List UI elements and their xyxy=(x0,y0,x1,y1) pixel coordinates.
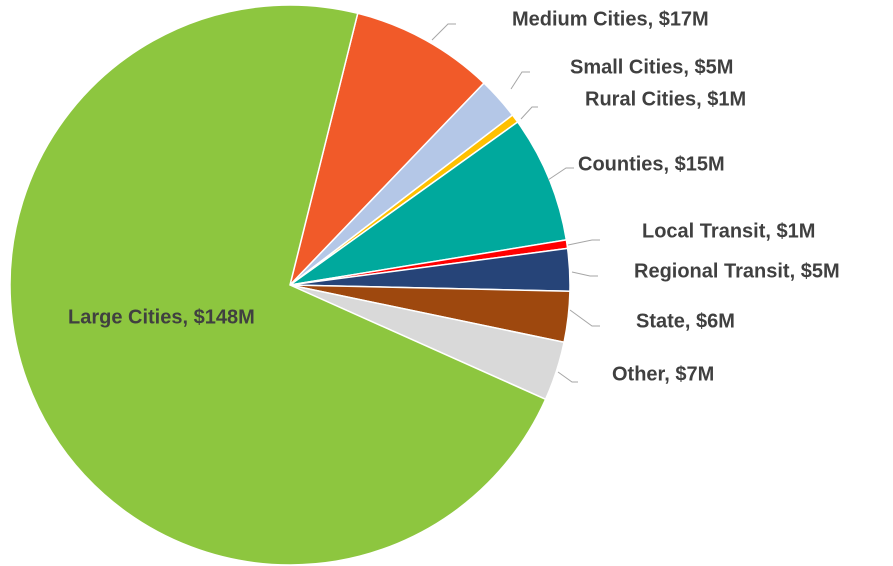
slice-label: Regional Transit, $5M xyxy=(634,260,840,282)
labels: Medium Cities, $17M Small Cities, $5M Rura… xyxy=(68,8,840,385)
slice-label: Counties, $15M xyxy=(578,153,725,175)
leader-line xyxy=(510,71,530,90)
slice-label: Medium Cities, $17M xyxy=(512,8,709,30)
slice-label: Small Cities, $5M xyxy=(570,56,733,78)
leader-line xyxy=(431,23,456,41)
leader-line xyxy=(547,167,574,181)
slice xyxy=(288,12,486,288)
leader-line xyxy=(557,371,578,383)
leader-line xyxy=(571,271,598,277)
slice-label: Other, $7M xyxy=(612,363,714,385)
slice xyxy=(289,120,568,286)
leader-line xyxy=(569,309,600,327)
leader-line xyxy=(567,239,600,246)
slice xyxy=(9,4,547,566)
leader-lines xyxy=(431,23,600,383)
slice-label: Local Transit, $1M xyxy=(642,220,815,242)
slice-label: Rural Cities, $1M xyxy=(585,88,746,110)
slices xyxy=(9,4,571,566)
leader-line xyxy=(520,106,538,120)
slice-label: State, $6M xyxy=(636,310,735,332)
slice-label: Large Cities, $148M xyxy=(68,306,255,328)
